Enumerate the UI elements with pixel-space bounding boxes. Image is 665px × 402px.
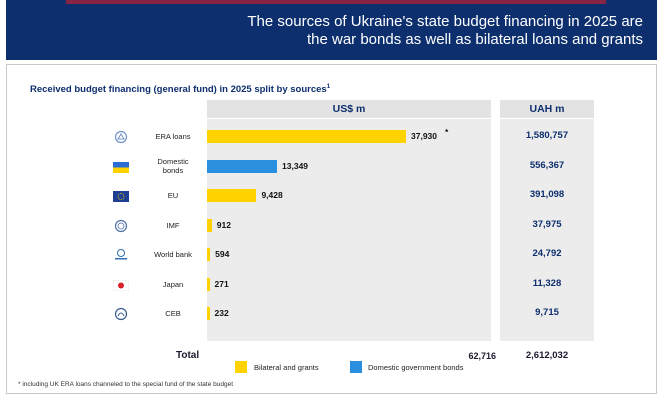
bar-eu xyxy=(207,189,257,202)
uah-value: 9,715 xyxy=(535,307,559,318)
title-footnote-marker: 1 xyxy=(326,84,331,90)
ukraine-flag-icon xyxy=(113,160,129,173)
legend-swatch-bilateral xyxy=(235,361,247,373)
page-title: The sources of Ukraine's state budget fi… xyxy=(247,13,643,48)
uah-value: 11,328 xyxy=(532,277,562,289)
bar-era-loans xyxy=(207,130,406,143)
imf-logo-icon xyxy=(113,219,129,232)
chart-frame xyxy=(6,64,657,394)
bar-ceb xyxy=(207,307,210,320)
bar-domestic-bonds xyxy=(207,159,278,173)
bar-imf xyxy=(207,218,212,232)
total-label: Total xyxy=(176,350,200,361)
era-emblem-icon xyxy=(113,130,129,144)
category-label: Japan xyxy=(162,279,184,289)
chart-title: Received budget financing (general fund)… xyxy=(30,84,331,96)
uah-value: 37,975 xyxy=(532,218,562,230)
category-label: CEB xyxy=(165,309,181,318)
ceb-logo-icon xyxy=(113,307,129,321)
uah-panel xyxy=(500,119,594,341)
bar-japan xyxy=(207,277,210,291)
usd-panel xyxy=(207,119,491,341)
bar-value-label: 232 xyxy=(214,308,229,318)
bar-value-label: 13,349 xyxy=(282,160,309,171)
usd-column-header: US$ m xyxy=(207,100,491,118)
uah-value: 391,098 xyxy=(529,189,565,200)
uah-value: 556,367 xyxy=(529,159,565,171)
bar-value-label: 912 xyxy=(216,219,231,230)
bar-value-label: 271 xyxy=(214,278,229,289)
uah-column-header: UAH m xyxy=(500,100,594,118)
annotation-asterisk: * xyxy=(445,127,449,137)
header-banner: The sources of Ukraine's state budget fi… xyxy=(6,0,657,60)
uah-value: 1,580,757 xyxy=(525,130,569,141)
japan-flag-icon xyxy=(112,278,130,291)
category-label: Domestic bonds xyxy=(157,156,189,175)
world-bank-logo-icon xyxy=(113,248,129,260)
banner-accent xyxy=(66,0,606,4)
bar-value-label: 594 xyxy=(215,249,230,259)
uah-value: 24,792 xyxy=(532,248,562,259)
legend-swatch-domestic xyxy=(350,361,362,373)
bar-value-label: 37,930 xyxy=(411,131,437,141)
legend-label-bilateral: Bilateral and grants xyxy=(254,363,319,372)
bar-world-bank xyxy=(207,248,211,261)
bar-value-label: 9,428 xyxy=(261,190,283,200)
total-uah: 2,612,032 xyxy=(525,350,569,361)
total-usd: 62,716 xyxy=(468,351,496,361)
category-label: IMF xyxy=(166,220,180,230)
category-label: ERA loans xyxy=(155,132,191,141)
legend-label-domestic: Domestic government bonds xyxy=(368,363,464,372)
footnote: * including UK ERA loans channeled to th… xyxy=(18,381,234,388)
category-label: World bank xyxy=(154,250,192,259)
category-label: EU xyxy=(167,191,179,200)
eu-flag-icon xyxy=(113,189,129,202)
